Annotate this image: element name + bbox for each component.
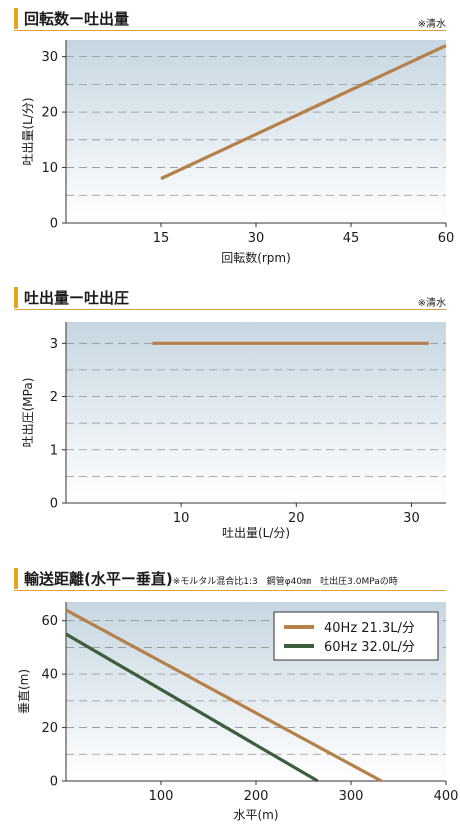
legend-label: 60Hz 32.0L/分 xyxy=(324,640,415,655)
chart-section-2: 吐出量ー吐出圧 ※清水 xyxy=(0,285,460,547)
chart-header-1: 回転数ー吐出量 ※清水 xyxy=(14,6,446,31)
x-tick-label: 15 xyxy=(153,231,170,246)
x-tick-label: 60 xyxy=(438,231,455,246)
x-tick-label: 30 xyxy=(248,231,265,246)
x-tick-label: 20 xyxy=(288,511,305,526)
chart-title: 輸送距離(水平ー垂直) xyxy=(24,570,173,588)
chart-3: 0 20 40 60 100 200 300 400 水平(m) 垂直(m) 40Hz 21.3L/… xyxy=(17,602,459,822)
x-axis-label: 水平(m) xyxy=(233,808,278,822)
x-tick-label: 10 xyxy=(173,511,190,526)
x-tick-label: 30 xyxy=(403,511,420,526)
x-tick-label: 100 xyxy=(149,789,174,804)
chart-note: ※清水 xyxy=(417,298,446,309)
y-tick-label: 40 xyxy=(41,668,58,683)
y-tick-label: 20 xyxy=(41,106,58,121)
chart-section-1: 回転数ー吐出量 ※清水 xyxy=(0,6,460,268)
y-tick-label: 3 xyxy=(50,337,58,352)
series-line xyxy=(160,44,447,181)
chart-title: 吐出量ー吐出圧 xyxy=(24,289,130,307)
x-tick-label: 45 xyxy=(343,231,360,246)
plot-background xyxy=(66,322,446,503)
legend-box xyxy=(273,611,439,661)
y-tick-label: 0 xyxy=(50,775,58,790)
x-tick-label: 200 xyxy=(244,789,269,804)
header-accent-bar xyxy=(14,568,18,589)
chart-header-2: 吐出量ー吐出圧 ※清水 xyxy=(14,285,446,310)
x-tick-label: 400 xyxy=(434,789,459,804)
series-line xyxy=(65,608,383,783)
y-tick-label: 30 xyxy=(41,50,58,65)
header-accent-bar xyxy=(14,8,18,29)
x-axis-label: 回転数(rpm) xyxy=(221,250,291,265)
chart-title: 回転数ー吐出量 xyxy=(24,10,130,28)
header-accent-bar xyxy=(14,287,18,308)
y-tick-label: 60 xyxy=(41,614,58,629)
y-tick-label: 0 xyxy=(50,497,58,512)
y-tick-label: 1 xyxy=(50,443,58,458)
y-tick-label: 10 xyxy=(41,161,58,176)
y-axis-label: 吐出量(L/分) xyxy=(21,97,35,165)
chart-note: ※モルタル混合比1:3 鋼管φ40㎜ 吐出圧3.0MPaの時 xyxy=(172,577,398,587)
y-tick-label: 20 xyxy=(41,721,58,736)
series-line xyxy=(65,632,319,783)
chart-header-3: 輸送距離(水平ー垂直)※モルタル混合比1:3 鋼管φ40㎜ 吐出圧3.0MPaの… xyxy=(14,566,446,591)
chart-2: 0 1 2 3 10 20 30 吐出量(L/分) 吐出圧(MPa) xyxy=(21,322,446,540)
y-axis-label: 吐出圧(MPa) xyxy=(21,378,35,448)
chart-section-3: 輸送距離(水平ー垂直)※モルタル混合比1:3 鋼管φ40㎜ 吐出圧3.0MPaの… xyxy=(0,566,460,828)
plot-background xyxy=(66,40,446,223)
y-tick-label: 0 xyxy=(50,217,58,232)
chart-1: 0 10 20 30 15 30 45 60 回転数(rpm) 吐出量(L/分) xyxy=(21,40,455,265)
legend-label: 40Hz 21.3L/分 xyxy=(324,621,415,636)
x-tick-label: 300 xyxy=(339,789,364,804)
y-axis-label: 垂直(m) xyxy=(17,669,31,714)
x-axis-label: 吐出量(L/分) xyxy=(222,526,290,540)
y-tick-label: 2 xyxy=(50,390,58,405)
chart-note: ※清水 xyxy=(417,19,446,30)
